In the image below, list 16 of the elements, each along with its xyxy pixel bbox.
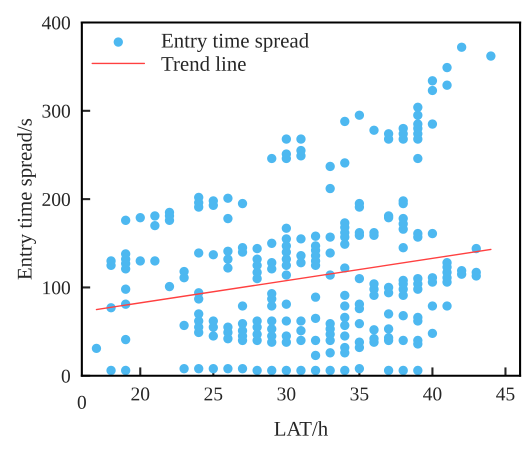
y-tick-label: 100 bbox=[43, 281, 70, 294]
x-tick-label: 35 bbox=[350, 387, 368, 401]
x-tick-label: 25 bbox=[204, 387, 222, 401]
y-axis-title: Entry time spread/s bbox=[17, 118, 36, 280]
x-tick-label: 30 bbox=[278, 387, 296, 401]
x-tick-label: 20 bbox=[131, 387, 150, 401]
y-tick-label: 300 bbox=[42, 104, 70, 118]
legend-label: Trend line bbox=[161, 56, 246, 71]
y-tick-label: 200 bbox=[42, 192, 70, 206]
x-axis-title: LAT/h bbox=[274, 421, 328, 436]
text: 0 bbox=[78, 396, 86, 409]
legend-label: Entry time spread bbox=[162, 33, 309, 52]
y-tick-label: 0 bbox=[62, 370, 70, 383]
y-tick-label: 400 bbox=[42, 16, 70, 30]
x-tick-label: 40 bbox=[423, 387, 442, 401]
x-tick-label: 45 bbox=[496, 388, 514, 401]
